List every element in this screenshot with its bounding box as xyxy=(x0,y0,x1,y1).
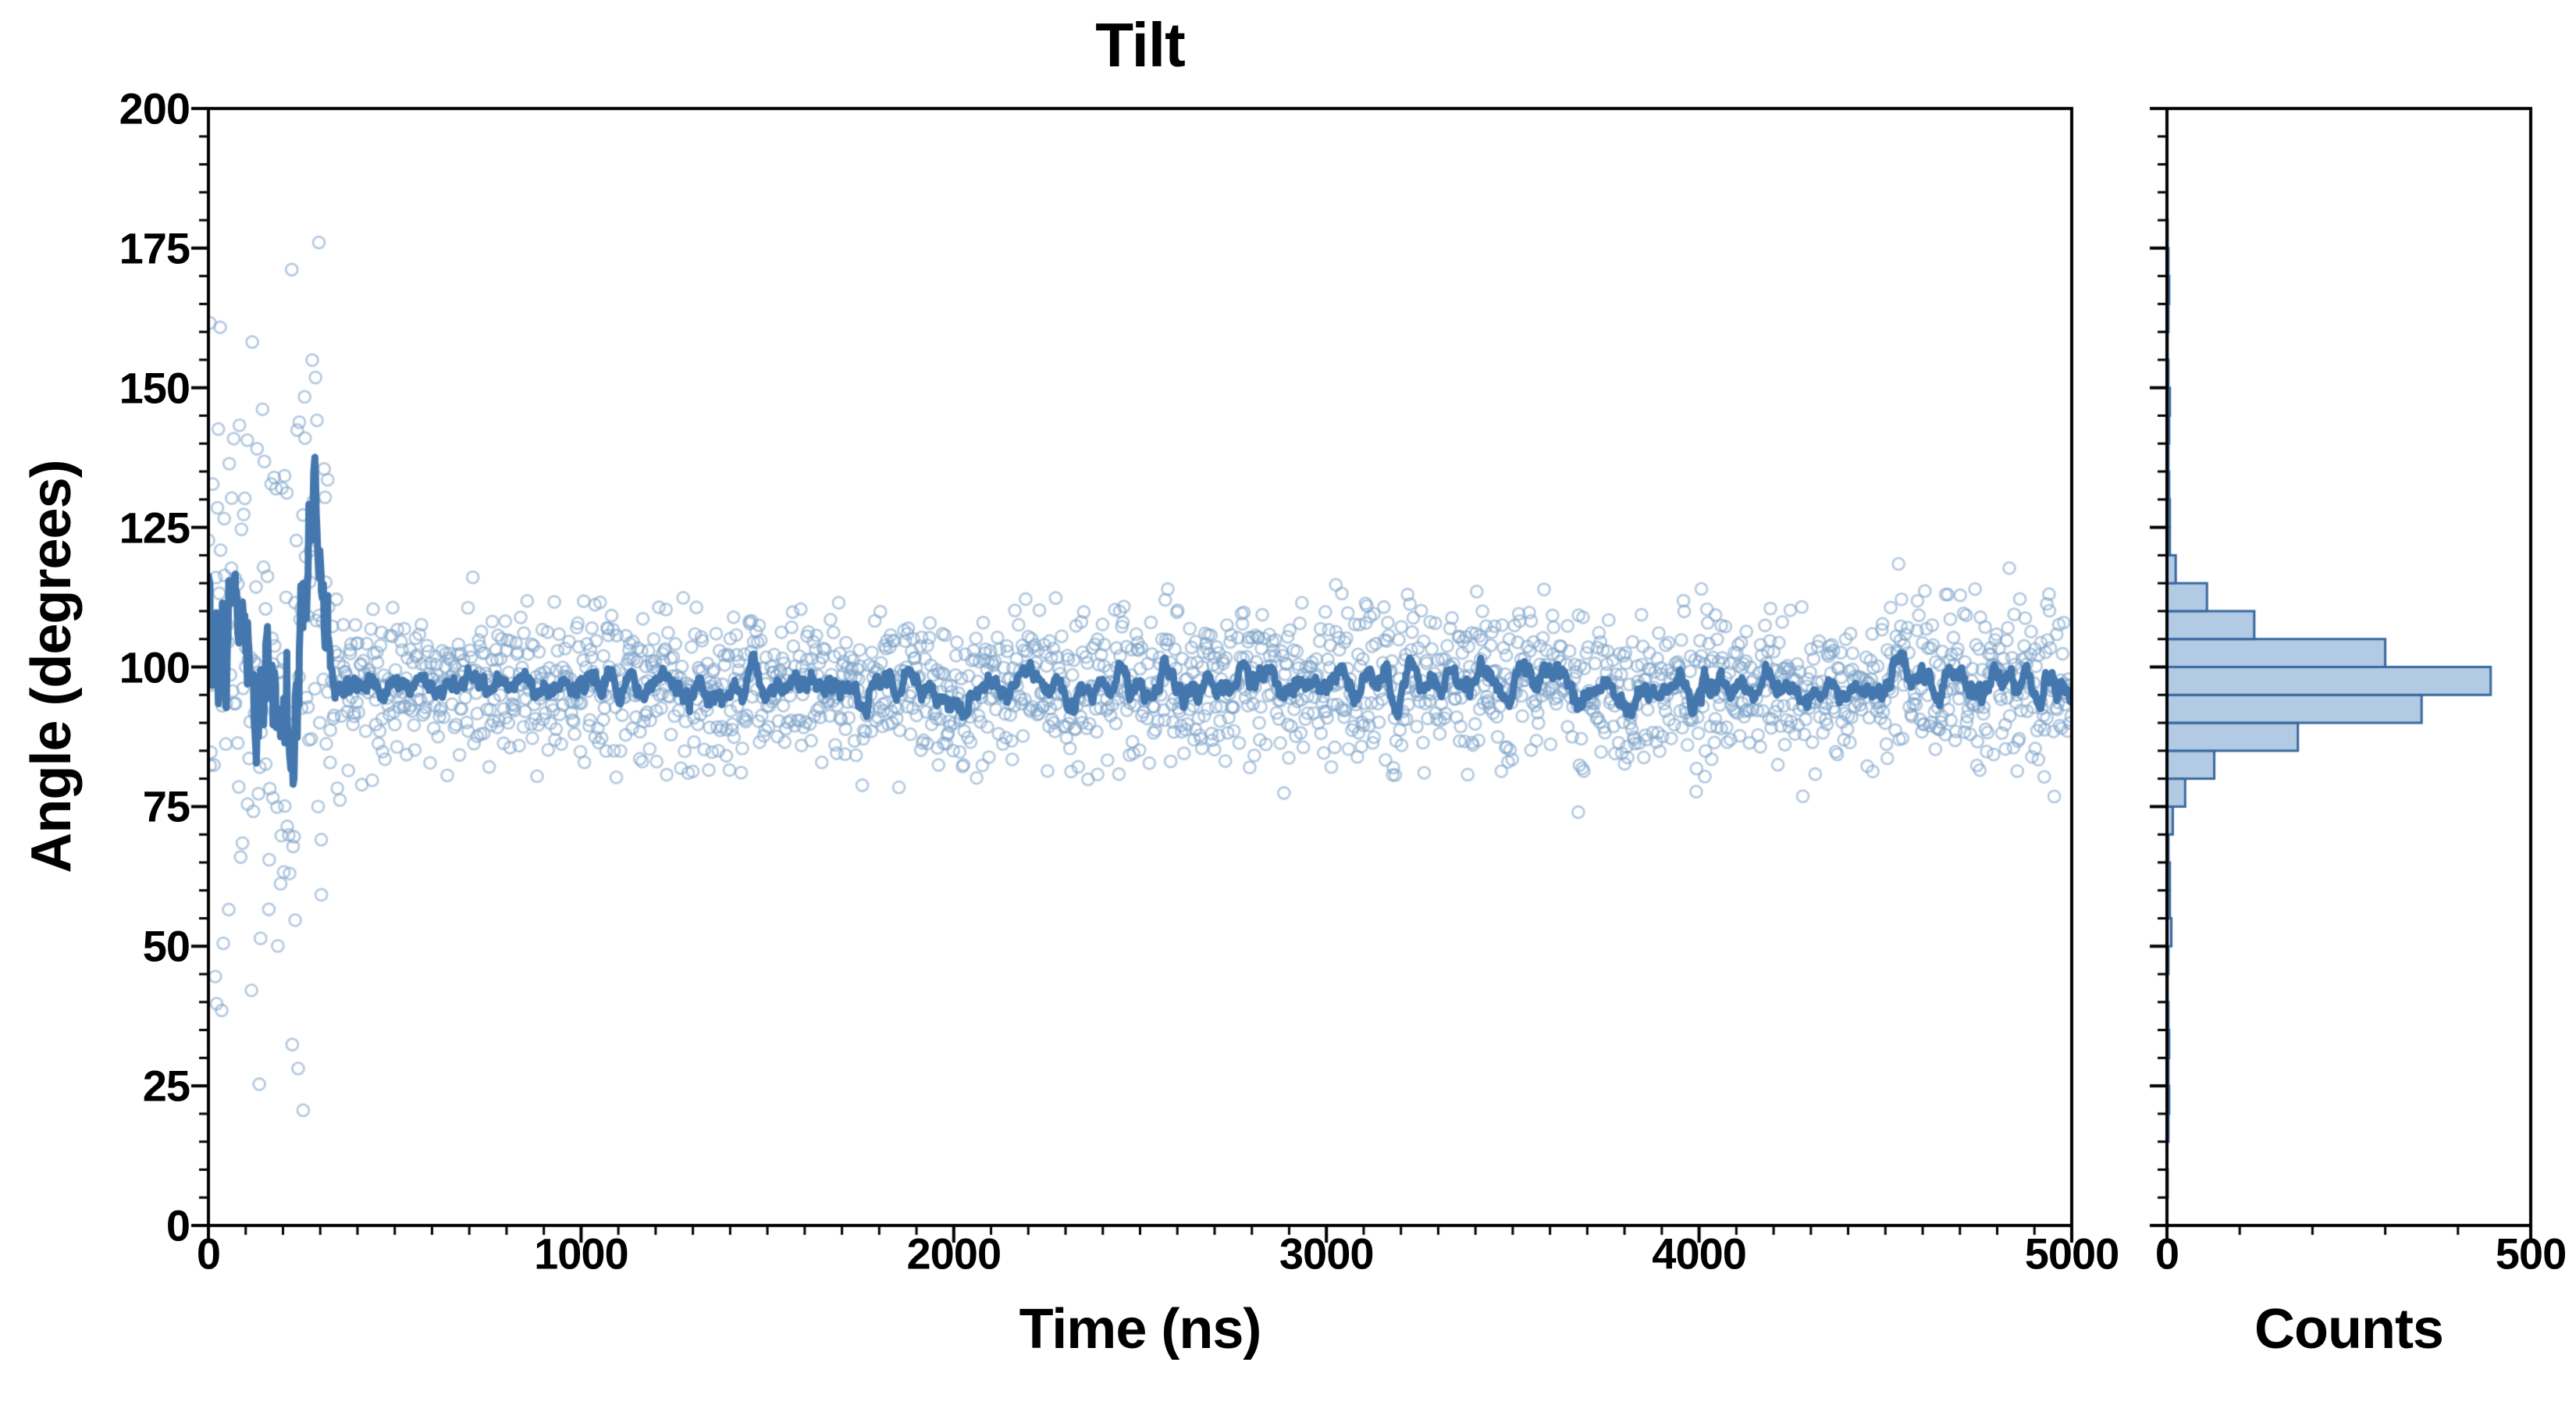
y-tick-label: 125 xyxy=(119,503,190,553)
y-tick-label: 75 xyxy=(142,781,190,831)
histogram-x-axis-label: Counts xyxy=(2254,1298,2444,1361)
hist-x-tick-label: 500 xyxy=(2495,1229,2567,1279)
x-tick-label: 5000 xyxy=(2024,1229,2120,1279)
y-tick-label: 175 xyxy=(119,223,190,273)
y-tick-label: 50 xyxy=(142,921,190,971)
x-tick-label: 0 xyxy=(196,1229,221,1279)
y-axis-label: Angle (degrees) xyxy=(20,460,83,873)
y-tick-label: 25 xyxy=(142,1061,190,1111)
y-tick-label: 200 xyxy=(119,84,190,133)
x-tick-label: 1000 xyxy=(534,1229,629,1279)
x-tick-label: 4000 xyxy=(1652,1229,1747,1279)
x-axis-label: Time (ns) xyxy=(1019,1298,1262,1361)
y-tick-label: 150 xyxy=(119,363,190,413)
chart-title: Tilt xyxy=(1095,10,1186,80)
x-tick-label: 3000 xyxy=(1279,1229,1375,1279)
y-tick-label: 100 xyxy=(119,642,190,692)
hist-x-tick-label: 0 xyxy=(2154,1229,2179,1279)
y-tick-label: 0 xyxy=(165,1200,190,1250)
x-tick-label: 2000 xyxy=(906,1229,1002,1279)
